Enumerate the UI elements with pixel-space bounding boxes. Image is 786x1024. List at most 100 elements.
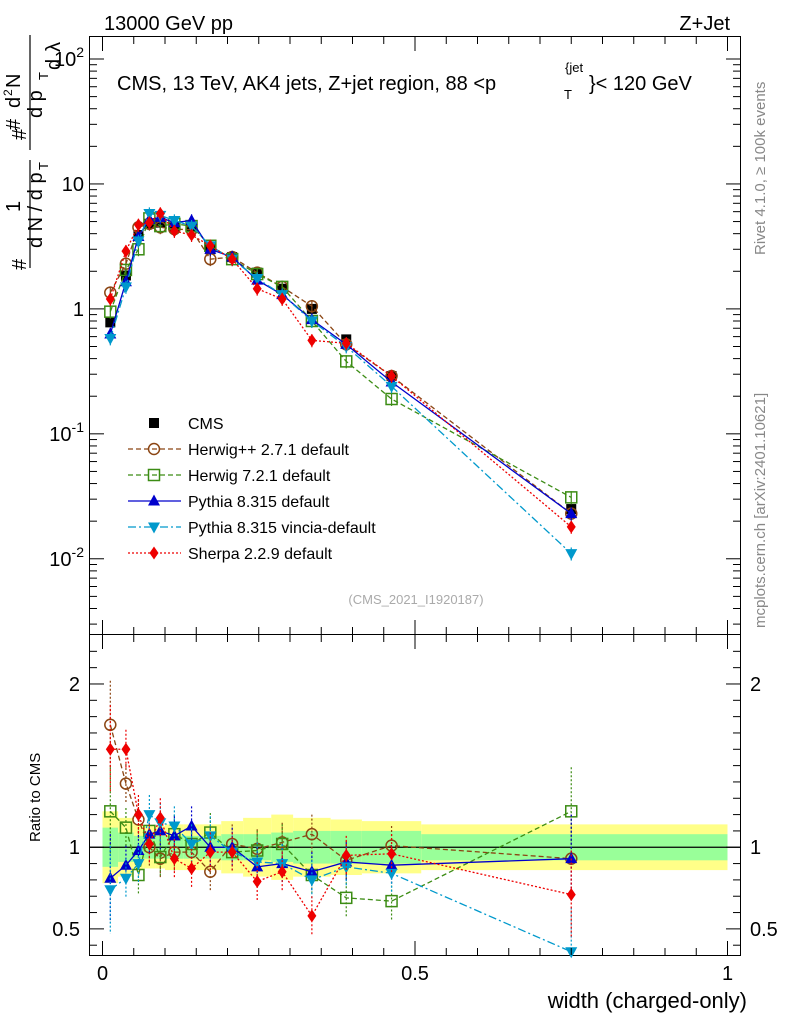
- ratio-point-3-6: [185, 839, 198, 851]
- data-point-5-5: [169, 224, 179, 238]
- ratio-point-2-14: [565, 852, 578, 864]
- mcplots-label: mcplots.cern.ch [arXiv:2401.10621]: [752, 393, 769, 628]
- svg-text:1: 1: [3, 201, 25, 212]
- ratio-point-4-5: [169, 852, 179, 866]
- legend-marker-5: [149, 546, 159, 560]
- ratio-plot-area: [90, 680, 740, 959]
- series-line-4: [109, 212, 572, 555]
- legend-marker-2: [147, 468, 161, 482]
- ratio-point-4-9: [252, 875, 262, 889]
- data-point-2-0: [104, 305, 117, 318]
- legend-label-5: Sherpa 2.2.9 default: [188, 546, 333, 563]
- ratio-y-tick-label: 0.5: [52, 919, 80, 941]
- data-point-2-12: [340, 355, 353, 368]
- data-point-4-5: [168, 215, 181, 227]
- data-point-5-9: [252, 282, 262, 296]
- ratio-point-0-11: [305, 827, 319, 841]
- data-point-5-12: [341, 336, 351, 350]
- legend-label-0: CMS: [188, 416, 224, 433]
- ratio-point-3-2: [132, 859, 145, 871]
- ratio-point-4-11: [307, 909, 317, 923]
- ratio-point-1-1: [119, 821, 133, 834]
- svg-text:λ: λ: [43, 42, 65, 52]
- data-point-4-6: [185, 221, 198, 233]
- ratio-point-4-8: [227, 845, 237, 859]
- data-point-2-13: [385, 392, 398, 406]
- ratio-y-tick-label: 1: [69, 837, 80, 859]
- svg-text:T: T: [36, 72, 51, 80]
- ratio-point-4-12: [341, 848, 351, 862]
- legend-marker-3: [148, 494, 160, 506]
- data-point-5-8: [227, 252, 237, 266]
- data-point-2-14: [565, 491, 578, 504]
- data-point-5-0: [105, 292, 115, 306]
- data-point-0-0: [105, 317, 116, 328]
- ratio-point-4-7: [205, 845, 215, 859]
- data-point-5-3: [144, 216, 154, 230]
- svg-text:#: #: [3, 118, 25, 130]
- ratio-point-3-11: [305, 875, 318, 887]
- main-y-tick-label: 102: [54, 44, 84, 71]
- ratio-point-4-1: [121, 742, 131, 756]
- svg-text:T: T: [564, 87, 572, 102]
- ratio-point-1-14: [565, 805, 578, 818]
- legend-label-1: Herwig++ 2.7.1 default: [188, 442, 350, 459]
- ratio-point-1-0: [104, 805, 117, 818]
- ratio-point-4-6: [187, 861, 197, 875]
- main-y-axis-label: # d N / d p T 1 # d p T d λ # d 2 N: [1, 35, 65, 270]
- main-y-tick-label: 1: [73, 299, 84, 321]
- data-point-5-11: [307, 333, 317, 347]
- svg-text:2: 2: [1, 89, 15, 96]
- ratio-point-2-0: [104, 871, 117, 883]
- svg-text:CMS, 13 TeV, AK4 jets, Z+jet r: CMS, 13 TeV, AK4 jets, Z+jet region, 88 …: [117, 73, 496, 95]
- main-y-tick-label: 10: [62, 174, 84, 196]
- header-process-label: Z+Jet: [679, 13, 730, 35]
- main-y-tick-label: 10-1: [49, 419, 84, 446]
- svg-text:d: d: [3, 97, 25, 108]
- ratio-point-3-3: [143, 810, 156, 822]
- ratio-point-2-4: [154, 824, 167, 836]
- data-point-5-4: [155, 207, 165, 221]
- data-point-4-3: [143, 209, 156, 221]
- ratio-y-tick-label-right: 1: [750, 837, 761, 859]
- data-point-4-1: [119, 282, 132, 294]
- ratio-plot-frame: [89, 634, 741, 956]
- ratio-point-1-2: [132, 868, 145, 882]
- data-point-4-2: [132, 236, 145, 248]
- svg-text:{jet: {jet: [565, 60, 583, 75]
- ratio-point-3-13: [385, 868, 398, 880]
- ratio-line-1: [109, 810, 572, 902]
- data-point-5-14: [566, 520, 576, 534]
- data-point-4-0: [104, 333, 117, 345]
- data-point-5-7: [205, 239, 215, 253]
- ratio-y-tick-label: 2: [69, 674, 80, 696]
- x-axis-label: width (charged-only): [547, 988, 747, 1013]
- legend-label-4: Pythia 8.315 vincia-default: [188, 520, 376, 537]
- data-point-4-11: [305, 316, 318, 328]
- data-point-5-2: [133, 218, 143, 232]
- legend-label-3: Pythia 8.315 default: [188, 494, 330, 511]
- x-tick-label: 1: [722, 963, 733, 985]
- ratio-point-0-1: [119, 777, 133, 790]
- ratio-y-tick-label-right: 2: [750, 674, 761, 696]
- series-line-2: [109, 217, 572, 498]
- ratio-point-2-13: [385, 858, 398, 870]
- data-point-1-11: [305, 299, 319, 313]
- header-energy-label: 13000 GeV pp: [104, 13, 233, 35]
- svg-text:}< 120 GeV: }< 120 GeV: [589, 73, 693, 95]
- svg-text:#: #: [9, 128, 31, 140]
- ratio-y-tick-label-right: 0.5: [750, 919, 778, 941]
- analysis-watermark: (CMS_2021_I1920187): [348, 592, 483, 607]
- ratio-point-4-3: [144, 837, 154, 851]
- data-point-5-10: [277, 292, 287, 306]
- data-point-5-1: [121, 244, 131, 258]
- data-point-4-13: [385, 381, 398, 393]
- svg-text:T: T: [36, 162, 51, 170]
- data-point-5-6: [187, 228, 197, 242]
- legend-marker-0: [149, 418, 159, 428]
- series-line-5: [109, 212, 572, 528]
- chart-title: CMS, 13 TeV, AK4 jets, Z+jet region, 88 …: [117, 60, 693, 102]
- rivet-version-label: Rivet 4.1.0, ≥ 100k events: [752, 82, 769, 255]
- ratio-point-3-1: [119, 873, 132, 885]
